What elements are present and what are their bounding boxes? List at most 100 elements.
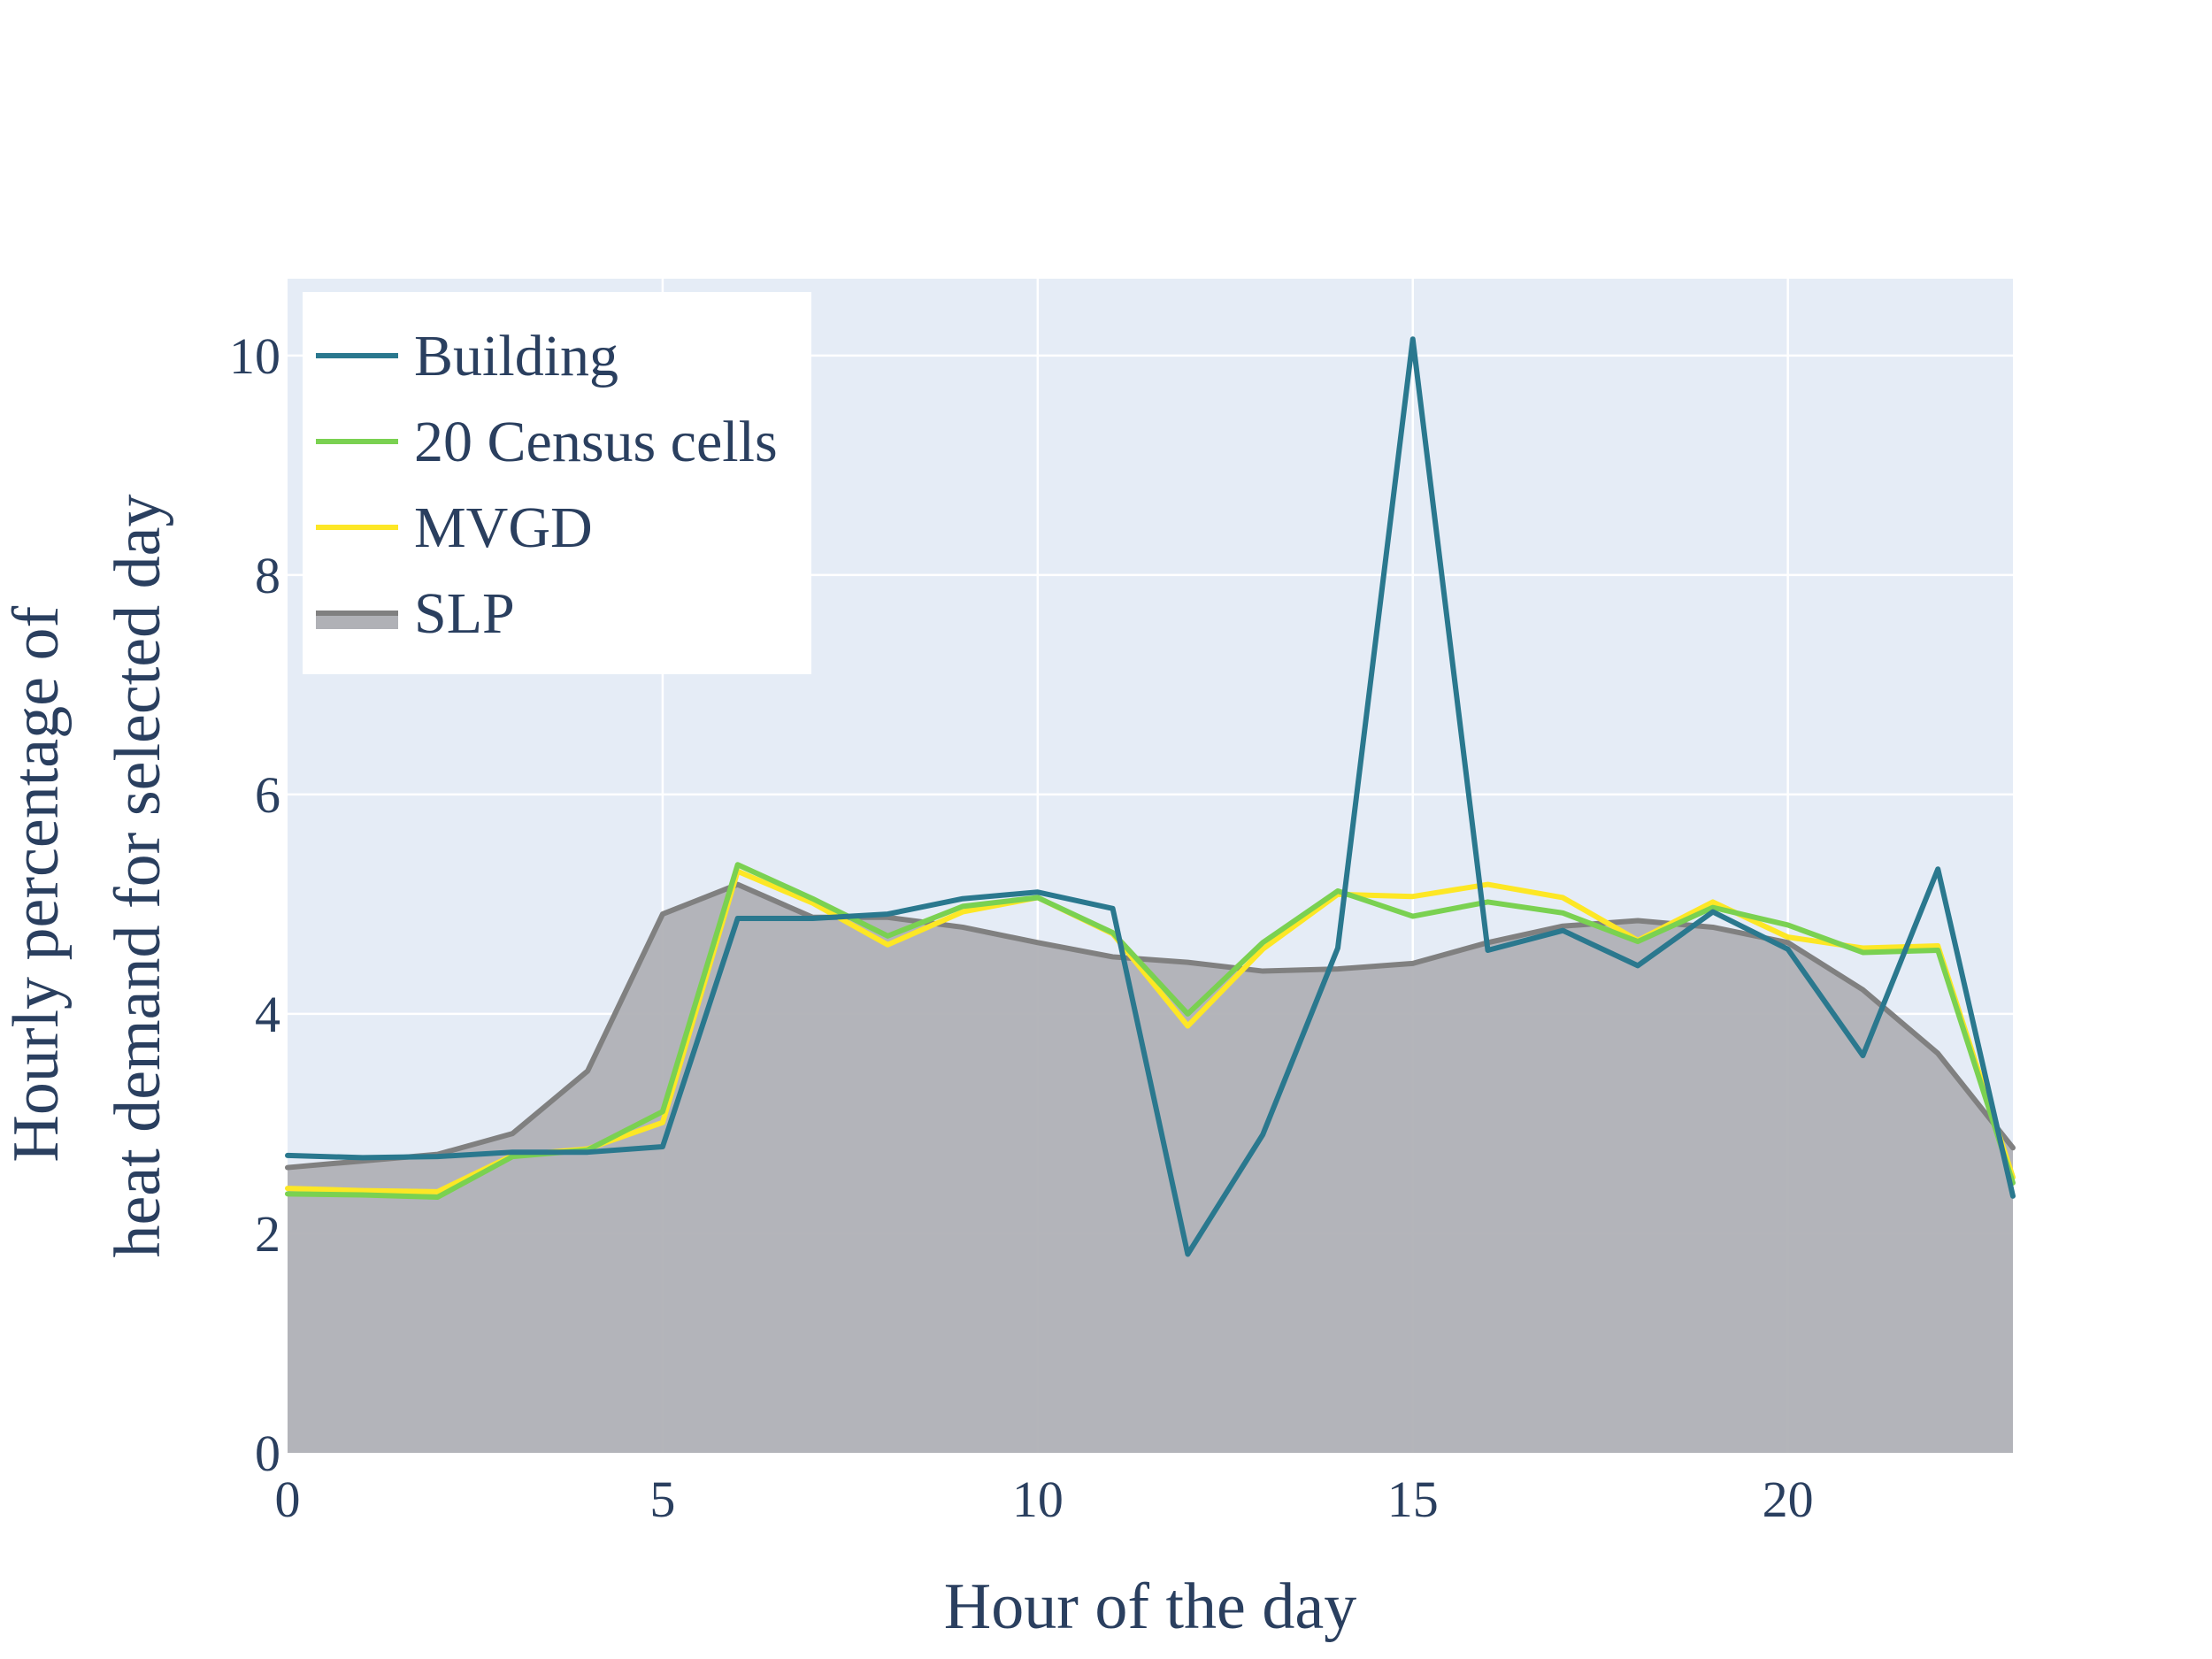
building-point [887, 913, 888, 915]
legend-label-20-census-cells: 20 Census cells [414, 410, 778, 474]
slp-point [287, 1167, 288, 1169]
y-tick-label: 0 [255, 1425, 280, 1482]
x-tick-label: 15 [1387, 1471, 1439, 1528]
building-point [1187, 1254, 1188, 1256]
building-point [1637, 964, 1639, 966]
y-tick-label: 4 [255, 986, 280, 1043]
20-census-cells-point [362, 1194, 364, 1196]
mvgd-point [1712, 901, 1714, 902]
slp-point [962, 926, 964, 928]
slp-point [1712, 926, 1714, 928]
slp-point [1037, 941, 1039, 943]
mvgd-point [1787, 936, 1789, 938]
20-census-cells-point [1787, 924, 1789, 926]
20-census-cells-point [1412, 916, 1414, 918]
y-tick-label: 8 [255, 547, 280, 604]
building-point [287, 1155, 288, 1156]
y-tick-label: 2 [255, 1205, 280, 1263]
slp-point [1487, 941, 1489, 943]
building-point [1112, 908, 1114, 910]
slp-point [1262, 971, 1263, 972]
slp-point [1787, 941, 1789, 943]
slp-area-layer [288, 884, 2013, 1453]
slp-point [437, 1154, 439, 1156]
x-axis-title: Hour of the day [944, 1571, 1356, 1643]
mvgd-point [1187, 1025, 1188, 1027]
mvgd-point [1487, 884, 1489, 886]
building-point [1262, 1133, 1263, 1135]
20-census-cells-point [1262, 941, 1263, 943]
building-point [962, 898, 964, 900]
20-census-cells-point [737, 864, 739, 865]
mvgd-point [287, 1187, 288, 1189]
y-axis-title: Hourly percentage of heat demand for sel… [0, 495, 174, 1258]
building-point [1937, 868, 1939, 870]
building-point [362, 1156, 364, 1158]
building-point [1412, 338, 1414, 340]
20-census-cells-point [1337, 890, 1339, 892]
20-census-cells-point [1562, 912, 1563, 914]
x-tick-label: 10 [1012, 1471, 1064, 1528]
legend: Building 20 Census cells MVGD SLP [303, 292, 811, 674]
20-census-cells-point [887, 935, 888, 937]
slp-line [285, 881, 2016, 1171]
mvgd-point [1412, 895, 1414, 897]
20-census-cells-point [287, 1193, 288, 1194]
x-tick-label: 5 [649, 1471, 675, 1528]
slp-point [662, 913, 664, 915]
building-point [511, 1151, 513, 1153]
building-point [2012, 1195, 2014, 1197]
y-axis-title-line-1: Hourly percentage of [0, 606, 73, 1163]
mvgd-point [1937, 945, 1939, 947]
20-census-cells-point [1487, 901, 1489, 902]
20-census-cells-point [662, 1110, 664, 1112]
20-census-cells-point [962, 905, 964, 907]
mvgd-point [1562, 896, 1563, 898]
slp-point [362, 1160, 364, 1162]
mvgd-point [362, 1190, 364, 1192]
20-census-cells-point [1637, 941, 1639, 942]
mvgd-point [2012, 1177, 2014, 1179]
building-point [1562, 930, 1563, 932]
building-point [1712, 911, 1714, 913]
building-point [1787, 949, 1789, 950]
x-tick-label: 20 [1763, 1471, 1814, 1528]
x-tick-label: 0 [275, 1471, 301, 1528]
building-point [662, 1146, 664, 1148]
slp-point [737, 884, 739, 886]
legend-label-mvgd: MVGD [414, 495, 593, 560]
mvgd-point [437, 1191, 439, 1193]
20-census-cells-point [1037, 896, 1039, 898]
y-tick-label: 6 [255, 766, 280, 824]
tick-labels: 0 5 10 15 20 0 2 4 6 8 10 [229, 327, 1814, 1528]
slp-point [887, 917, 888, 918]
building-point [1037, 891, 1039, 893]
20-census-cells-point [1187, 1013, 1188, 1015]
mvgd-point [1862, 948, 1863, 949]
20-census-cells-point [1112, 932, 1114, 933]
20-census-cells-point [511, 1156, 513, 1157]
building-point [737, 918, 739, 919]
20-census-cells-point [437, 1196, 439, 1198]
slp-point [587, 1070, 588, 1071]
slp-area-fill [288, 884, 2013, 1453]
slp-point [1337, 968, 1339, 970]
y-tick-label: 10 [229, 327, 280, 385]
legend-label-building: Building [414, 324, 618, 388]
building-point [437, 1156, 439, 1157]
mvgd-point [1262, 949, 1263, 950]
slp-point [1562, 926, 1563, 927]
y-axis-title-line-2: heat demand for selected day [102, 495, 174, 1258]
slp-point [1862, 989, 1863, 991]
slp-point [1412, 963, 1414, 964]
mvgd-point [962, 911, 964, 913]
slp-point [1187, 962, 1188, 964]
slp-point [2012, 1147, 2014, 1148]
20-census-cells-point [1937, 949, 1939, 951]
slp-point [1637, 920, 1639, 922]
building-point [587, 1151, 588, 1153]
building-line [285, 336, 2016, 1257]
20-census-cells-point [1712, 907, 1714, 909]
mvgd-point [662, 1122, 664, 1124]
